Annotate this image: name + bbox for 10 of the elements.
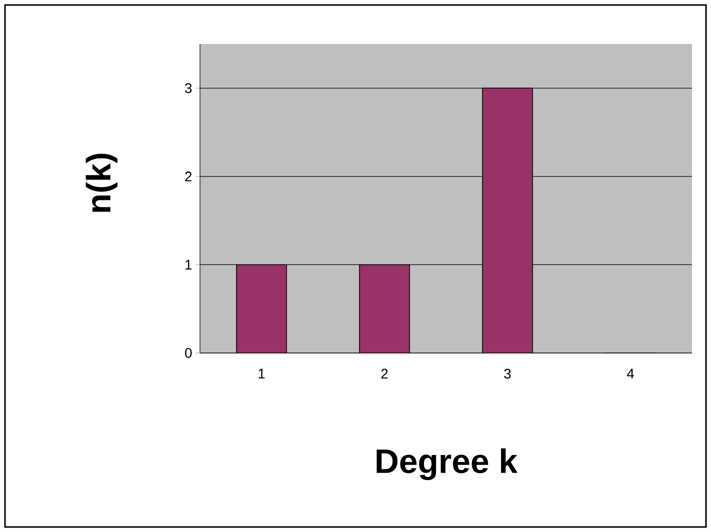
y-tick-label: 3 — [185, 83, 192, 94]
x-tick-label: 4 — [626, 368, 634, 378]
x-tick-label: 1 — [258, 368, 265, 378]
y-tick-label: 1 — [186, 260, 192, 270]
y-tick-label: 0 — [185, 348, 192, 358]
x-tick-label: 3 — [504, 368, 511, 379]
x-tick-label: 2 — [381, 368, 388, 379]
y-tick-label: 2 — [185, 172, 192, 182]
x-axis-title: Degree k — [376, 448, 518, 480]
y-axis-title: n(k) — [86, 154, 118, 212]
